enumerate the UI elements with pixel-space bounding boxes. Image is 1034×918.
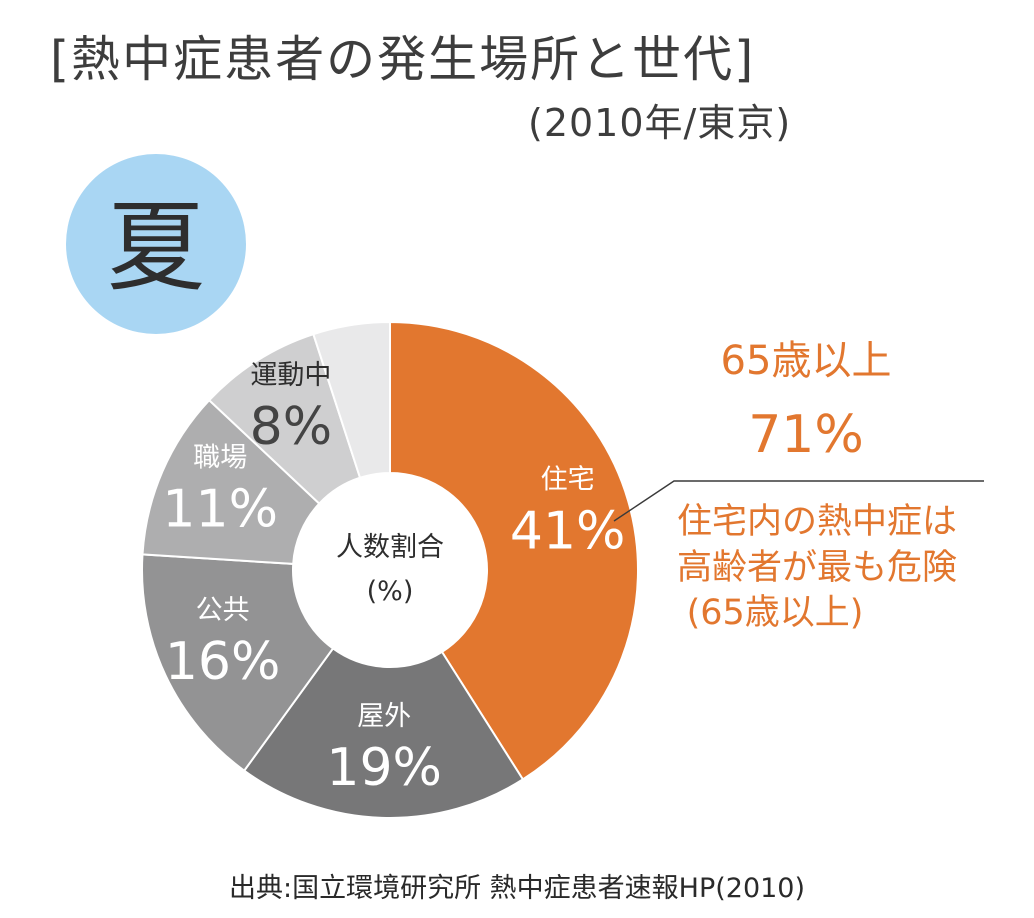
center-label-line-2: (%) — [367, 576, 414, 607]
slice-value-label: 41% — [510, 501, 626, 561]
slice-labels: 住宅 41% 屋外 19% 公共 16% 職場 11% 運動中 8% — [162, 360, 625, 798]
slice-label: 公共 — [196, 595, 250, 626]
chart-title: [熱中症患者の発生場所と世代] — [50, 31, 756, 88]
source-note: 出典:国立環境研究所 熱中症患者速報HP(2010) — [228, 873, 806, 904]
slice-label: 屋外 — [357, 701, 411, 732]
slice-value-label: 8% — [250, 397, 333, 457]
season-badge: 夏 — [66, 154, 246, 334]
slice-value-label: 19% — [326, 738, 442, 798]
callout-line-1: 住宅内の熱中症は — [677, 502, 957, 542]
center-label-line-1: 人数割合 — [336, 532, 444, 563]
slices — [141, 320, 639, 819]
center-hole — [293, 473, 487, 667]
slice-label: 住宅 — [541, 464, 595, 495]
chart-subtitle: (2010年/東京) — [528, 101, 792, 145]
callout-line-3: (65歳以上) — [687, 593, 864, 633]
slice-value-label: 16% — [165, 632, 281, 692]
age-group-value: 71% — [748, 405, 864, 465]
season-label: 夏 — [106, 191, 205, 305]
slice-value-label: 11% — [162, 480, 278, 540]
callout-line — [613, 480, 984, 522]
slice-label: 職場 — [193, 443, 247, 474]
age-group-label: 65歳以上 — [721, 338, 892, 384]
slice-label: 運動中 — [250, 360, 331, 391]
callout-line-2: 高齢者が最も危険 — [677, 548, 957, 588]
